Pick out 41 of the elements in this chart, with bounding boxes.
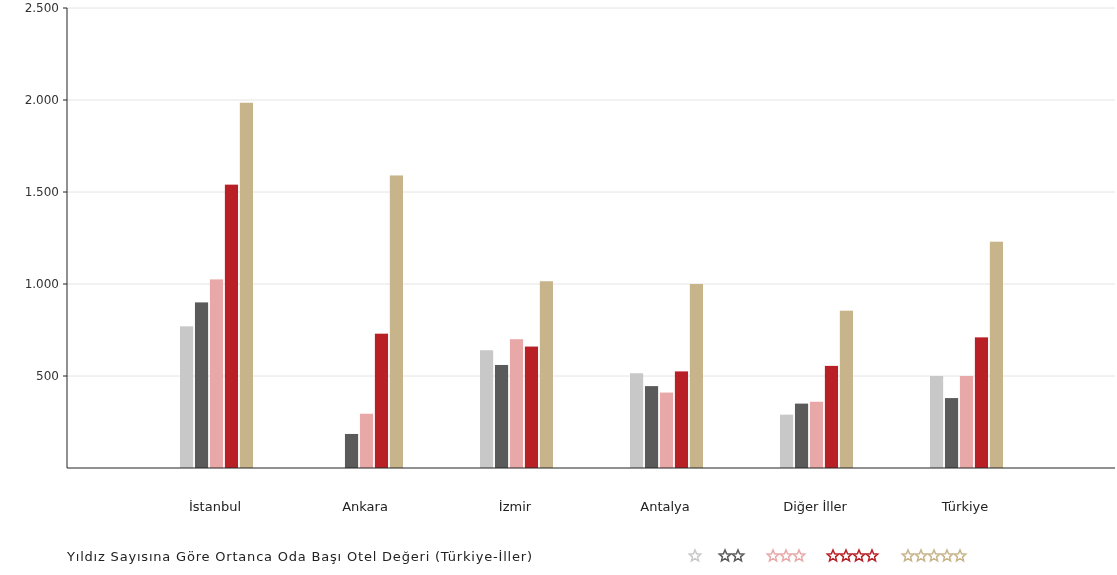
bar xyxy=(180,326,194,468)
bar xyxy=(974,337,989,468)
x-tick-label: Türkiye xyxy=(940,499,989,514)
text: Yıldız Sayısına Göre Ortanca Oda Başı Otel Değeri (Türkiye-İller) xyxy=(66,549,533,564)
bar xyxy=(494,364,509,468)
x-tick-label: Ankara xyxy=(342,499,388,514)
bar xyxy=(809,401,824,468)
y-tick-label: 2.000 xyxy=(24,93,59,108)
bar xyxy=(344,433,359,468)
bar xyxy=(630,373,644,468)
bar xyxy=(674,371,689,468)
bar xyxy=(659,392,674,468)
bar xyxy=(194,302,209,468)
bar xyxy=(209,279,224,468)
bar xyxy=(689,284,703,468)
y-tick-label: 1.500 xyxy=(24,185,59,200)
bar xyxy=(239,102,253,468)
y-tick-label: 2.500 xyxy=(24,1,59,16)
bar xyxy=(359,413,374,468)
bar xyxy=(224,184,239,468)
x-tick-label: Antalya xyxy=(640,499,690,514)
bar xyxy=(644,386,659,468)
bar xyxy=(524,346,539,468)
bar xyxy=(794,403,809,468)
bar xyxy=(839,310,853,468)
bar xyxy=(959,376,974,468)
x-tick-label: İstanbul xyxy=(188,499,242,514)
y-tick-label: 500 xyxy=(36,369,59,384)
bar xyxy=(539,281,553,468)
bar xyxy=(374,333,389,468)
x-tick-label: Diğer İller xyxy=(783,499,848,514)
bar xyxy=(824,365,839,468)
bar xyxy=(480,350,494,468)
bar xyxy=(780,414,794,468)
y-tick-label: 1.000 xyxy=(24,277,59,292)
bar xyxy=(389,175,403,468)
bar xyxy=(944,398,959,468)
bar xyxy=(930,376,944,468)
bar xyxy=(989,241,1003,468)
bar xyxy=(509,339,524,468)
x-tick-label: İzmir xyxy=(498,499,532,514)
